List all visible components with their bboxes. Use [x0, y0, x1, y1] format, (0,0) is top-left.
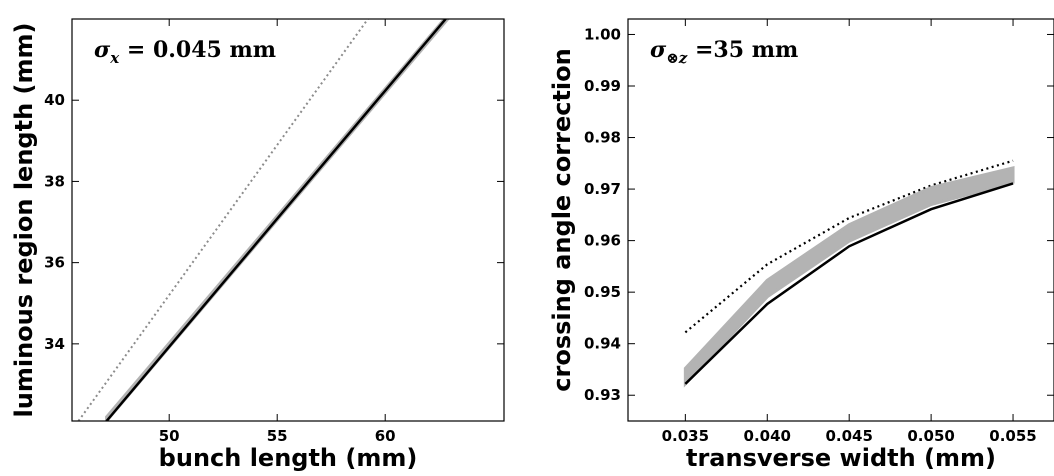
- series-solid-line: [684, 182, 1014, 385]
- plot-frame: [627, 18, 1054, 422]
- plot-area: [77, 19, 450, 421]
- plot-area: [683, 159, 1015, 388]
- series-dotted-line: [77, 19, 369, 421]
- x-axis-label: bunch length (mm): [159, 444, 418, 472]
- plot-frame: [71, 18, 505, 422]
- y-tick-label: 34: [44, 335, 65, 353]
- y-axis-label: crossing angle correction: [548, 48, 576, 391]
- x-tick-label: 0.035: [662, 427, 709, 445]
- left-panel: 50 55 60 34 36 38 40 bunch length (mm) luminous …: [10, 18, 505, 472]
- x-tick-label: 50: [159, 427, 180, 445]
- y-tick-label: 0.97: [584, 180, 621, 198]
- x-tick-label: 0.050: [907, 427, 954, 445]
- x-tick-label: 0.055: [989, 427, 1036, 445]
- y-axis-label: luminous region length (mm): [10, 23, 38, 418]
- y-tick-label: 0.94: [584, 335, 621, 353]
- x-tick-label: 0.045: [825, 427, 872, 445]
- series-band: [683, 166, 1015, 388]
- y-tick-label: 0.99: [584, 77, 621, 95]
- y-tick-label: 40: [44, 91, 65, 109]
- y-tick-label: 1.00: [584, 25, 621, 43]
- y-tick-label: 0.95: [584, 283, 621, 301]
- x-axis-label: transverse width (mm): [686, 444, 996, 472]
- x-tick-label: 55: [267, 427, 288, 445]
- x-tick-label: 60: [375, 427, 396, 445]
- x-tick-label: 0.040: [744, 427, 791, 445]
- y-tick-label: 0.98: [584, 129, 621, 147]
- y-tick-label: 38: [44, 172, 65, 190]
- y-tick-label: 0.96: [584, 232, 621, 250]
- y-tick-label: 0.93: [584, 386, 621, 404]
- y-tick-label: 36: [44, 254, 65, 272]
- sigma-annotation: σ⊗z =35 mm: [650, 37, 798, 67]
- sigma-annotation: σx = 0.045 mm: [94, 37, 276, 67]
- right-panel: 0.035 0.040 0.045 0.050 0.055 0.93 0.94 0.95 0.9…: [548, 18, 1054, 472]
- series-solid-line: [105, 19, 447, 421]
